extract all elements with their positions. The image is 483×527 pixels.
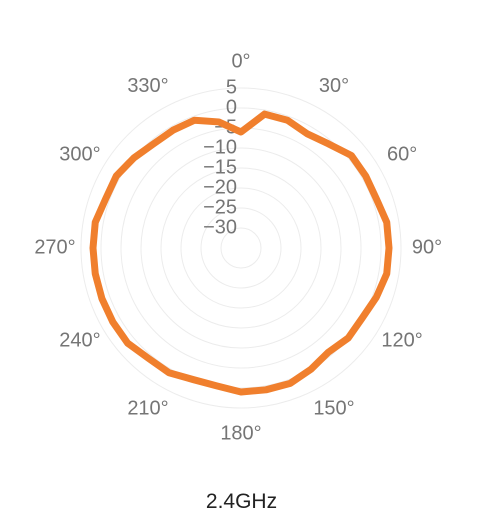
radial-tick-label: −25 <box>203 196 237 218</box>
radial-tick-label: −30 <box>203 216 237 238</box>
angle-label: 300° <box>59 143 100 165</box>
angle-labels: 0° 30° 60° 90° 120° 150° 180° 210° 240° 270° 300° 3… <box>34 50 442 444</box>
radial-tick-label: 0 <box>226 96 237 118</box>
radial-tick-label: 5 <box>226 76 237 98</box>
grid-ring <box>80 87 402 409</box>
angle-label: 330° <box>127 75 168 97</box>
grid-ring <box>120 127 362 369</box>
chart-title: 2.4GHz <box>205 490 278 513</box>
grid-ring <box>220 227 262 269</box>
angle-label: 0° <box>231 50 250 72</box>
radial-tick-label: −10 <box>203 136 237 158</box>
angle-label: 210° <box>127 397 168 419</box>
grid-ring <box>140 147 342 349</box>
angle-label: 60° <box>387 143 417 165</box>
grid-ring <box>100 107 382 389</box>
series-line <box>89 110 393 396</box>
grid-ring <box>200 207 282 289</box>
series-group <box>89 110 393 396</box>
angle-label: 240° <box>59 329 100 351</box>
angle-label: 270° <box>34 236 75 258</box>
angle-label: 30° <box>319 75 349 97</box>
angle-label: 150° <box>313 397 354 419</box>
radial-tick-label: −15 <box>203 156 237 178</box>
radial-tick-label: −20 <box>203 176 237 198</box>
angle-label: 180° <box>220 422 261 444</box>
grid-ring <box>180 187 302 309</box>
polar-chart: 0° 30° 60° 90° 120° 150° 180° 210° 240° 270° 300° 3… <box>34 50 442 444</box>
grid-ring <box>160 167 322 329</box>
angle-label: 90° <box>412 236 442 258</box>
radial-tick-labels: 50−5−10−15−20−25−30 <box>203 76 237 238</box>
polar-grid <box>80 87 402 409</box>
angle-label: 120° <box>381 329 422 351</box>
